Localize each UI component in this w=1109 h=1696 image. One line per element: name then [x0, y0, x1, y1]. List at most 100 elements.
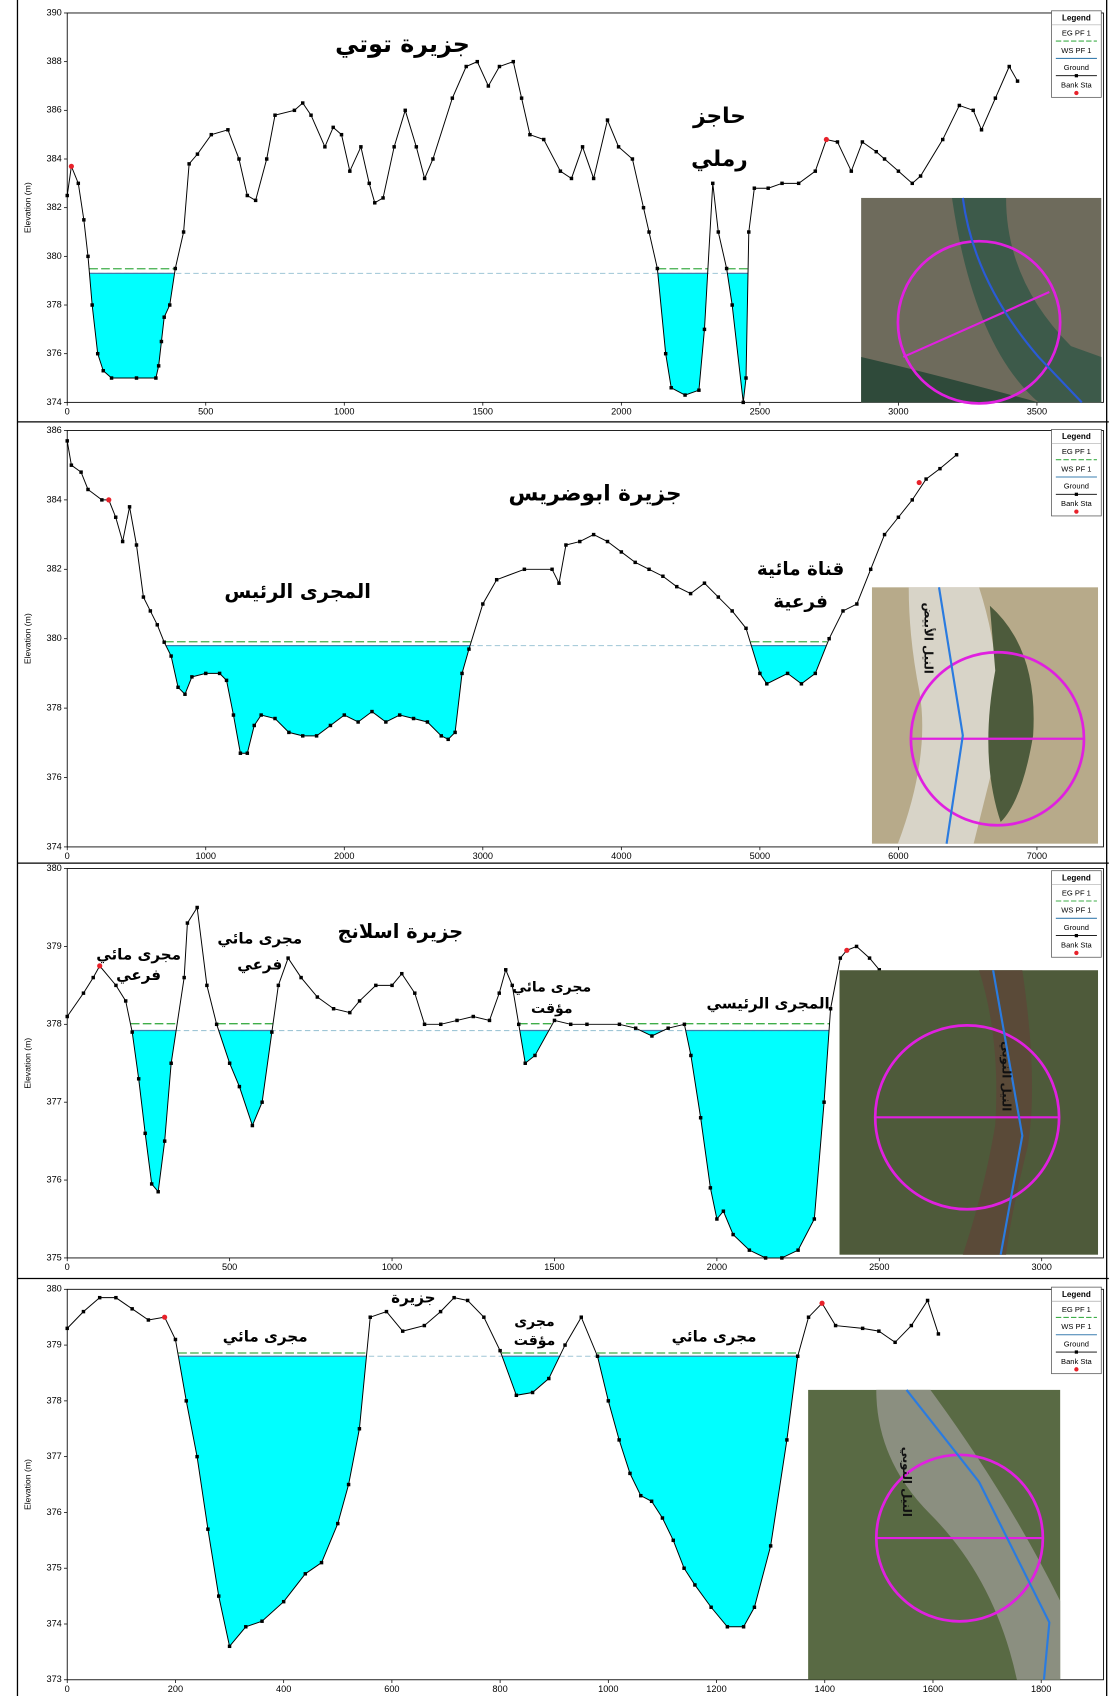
ground-point: [413, 991, 416, 994]
y-tick-label: 380: [46, 633, 61, 643]
ground-point: [861, 140, 864, 143]
ground-point: [911, 182, 914, 185]
ground-point: [130, 1307, 133, 1310]
x-tick-label: 0: [65, 407, 70, 417]
ground-point: [618, 1023, 621, 1026]
ground-point: [121, 540, 124, 543]
ground-point: [839, 956, 842, 959]
ground-point: [373, 201, 376, 204]
ground-point: [150, 1182, 153, 1185]
ground-point: [796, 1355, 799, 1358]
bank-station: [824, 137, 829, 142]
ground-point: [246, 751, 249, 754]
ground-point: [807, 1315, 810, 1318]
ground-point: [309, 113, 312, 116]
ground-point: [661, 1516, 664, 1519]
bank-station: [917, 480, 922, 485]
ground-point: [919, 174, 922, 177]
ground-point: [440, 734, 443, 737]
ground-point: [994, 96, 997, 99]
ground-point: [102, 369, 105, 372]
ground-point: [340, 133, 343, 136]
ground-point: [452, 1296, 455, 1299]
ground-point: [592, 177, 595, 180]
x-tick-label: 7000: [1027, 851, 1047, 861]
ground-point: [730, 609, 733, 612]
ground-point: [711, 182, 714, 185]
bank-station: [844, 948, 849, 953]
ground-point: [142, 595, 145, 598]
ground-point: [369, 1315, 372, 1318]
ground-point: [367, 182, 370, 185]
annotation: جزيرة توتي: [335, 30, 470, 58]
x-tick-label: 3500: [1027, 407, 1047, 417]
ground-point: [498, 1349, 501, 1352]
x-tick-label: 1200: [706, 1684, 726, 1694]
ground-point: [110, 376, 113, 379]
ground-point: [157, 364, 160, 367]
x-tick-label: 4000: [611, 851, 631, 861]
ground-point: [331, 126, 334, 129]
ground-point: [359, 145, 362, 148]
ground-point: [149, 609, 152, 612]
ground-point: [877, 1329, 880, 1332]
ground-point: [797, 182, 800, 185]
ground-point: [384, 720, 387, 723]
ground-point: [301, 101, 304, 104]
ground-point: [162, 640, 165, 643]
ground-point: [958, 104, 961, 107]
ground-point: [683, 1023, 686, 1026]
ground-point: [730, 303, 733, 306]
page: 3743763783803823843863883900500100015002…: [0, 0, 1109, 1696]
ground-point: [744, 376, 747, 379]
legend-label: Bank Sta: [1061, 499, 1092, 508]
ground-point: [114, 1296, 117, 1299]
ground-point: [226, 128, 229, 131]
x-tick-label: 2000: [611, 407, 631, 417]
bank-station: [106, 497, 111, 502]
ground-point: [251, 1124, 254, 1127]
inset-map: النيل الأبيض: [872, 587, 1098, 843]
annotation: مؤقت: [531, 1001, 573, 1017]
ground-point: [299, 976, 302, 979]
ground-point: [487, 84, 490, 87]
legend-label: Ground: [1064, 482, 1089, 491]
x-tick-label: 1000: [598, 1684, 618, 1694]
ground-point: [323, 145, 326, 148]
ground-point: [836, 140, 839, 143]
ground-point: [182, 976, 185, 979]
y-tick-label: 390: [46, 7, 61, 17]
ground-point: [451, 96, 454, 99]
ground-point: [156, 1190, 159, 1193]
ground-point: [114, 516, 117, 519]
legend-symbol: [1075, 74, 1078, 77]
inset-label: النيل النوبي: [899, 1447, 914, 1517]
x-tick-label: 600: [384, 1684, 399, 1694]
legend-title: Legend: [1062, 432, 1091, 441]
ground-point: [937, 1332, 940, 1335]
ground-point: [190, 675, 193, 678]
legend-title: Legend: [1062, 1290, 1091, 1299]
x-tick-label: 6000: [888, 851, 908, 861]
annotation: مجرى مائي: [223, 1327, 308, 1346]
x-tick-label: 1000: [196, 851, 216, 861]
x-tick-label: 2000: [334, 851, 354, 861]
ground-point: [592, 533, 595, 536]
ground-point: [82, 991, 85, 994]
ground-point: [523, 568, 526, 571]
water-fill: [178, 1356, 366, 1646]
y-tick-label: 388: [46, 56, 61, 66]
y-tick-label: 382: [46, 564, 61, 574]
ground-point: [265, 157, 268, 160]
ground-point: [273, 717, 276, 720]
y-tick-label: 374: [46, 841, 61, 851]
y-tick-label: 382: [46, 202, 61, 212]
ground-point: [392, 145, 395, 148]
ground-point: [358, 1427, 361, 1430]
legend-label: WS PF 1: [1061, 464, 1091, 473]
ground-point: [633, 561, 636, 564]
ground-point: [585, 1023, 588, 1026]
ground-point: [96, 352, 99, 355]
ground-point: [169, 654, 172, 657]
legend-symbol: [1074, 1367, 1078, 1371]
